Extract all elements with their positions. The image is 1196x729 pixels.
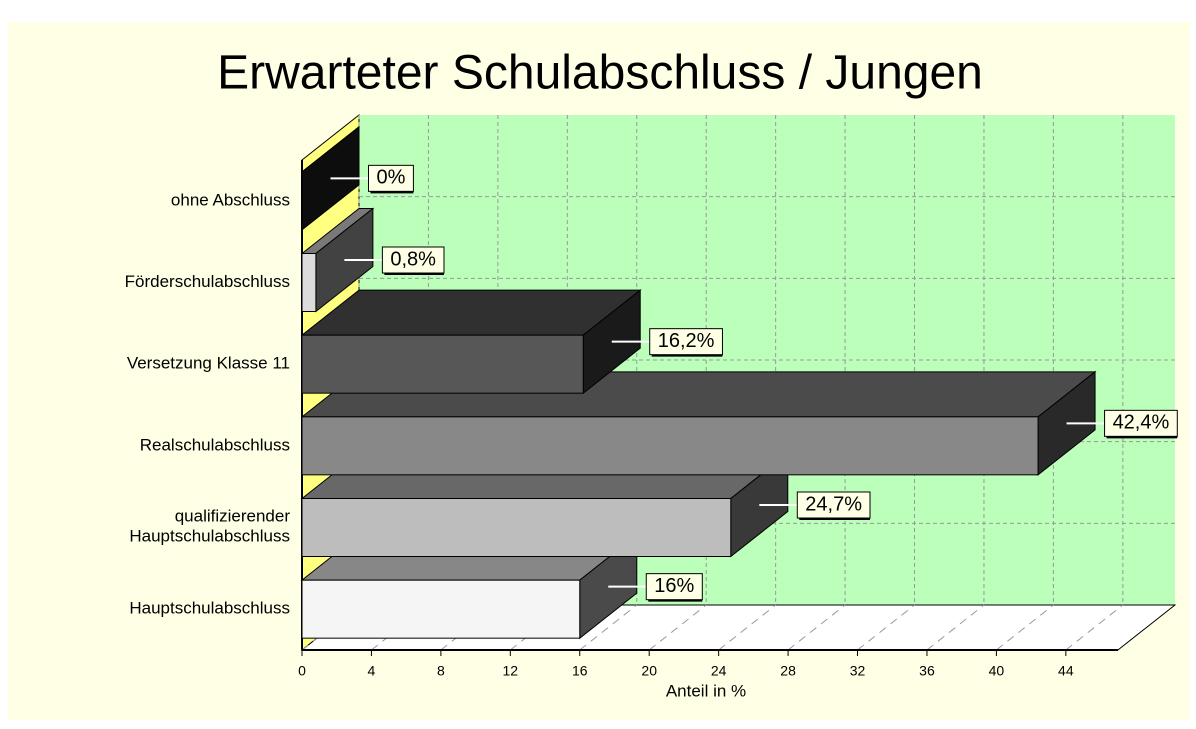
value-label: 24,7%: [805, 493, 862, 515]
x-tick-label: 36: [919, 663, 935, 679]
grid-line: [787, 604, 846, 651]
value-label: 16%: [654, 575, 694, 597]
y-tick-label: Hauptschulabschluss: [129, 599, 290, 618]
y-tick-label: Versetzung Klasse 11: [127, 354, 290, 373]
bar-top: [300, 289, 642, 336]
bar-front: [301, 253, 317, 312]
x-axis-label: Anteil in %: [666, 681, 746, 700]
value-label: 0%: [377, 167, 406, 189]
x-tick-label: 32: [850, 663, 866, 679]
x-tick-label: 40: [989, 663, 1005, 679]
grid-line: [648, 604, 707, 651]
grid-line: [579, 604, 638, 651]
y-tick-label: Realschulabschluss: [140, 435, 290, 454]
bar-front: [301, 498, 732, 557]
x-tick-label: 20: [641, 663, 657, 679]
value-label: 16,2%: [658, 330, 715, 352]
value-label-box: [796, 491, 871, 519]
value-label: 0,8%: [390, 248, 436, 270]
label-line: Hauptschulabschluss: [129, 527, 290, 546]
value-label-box: [645, 573, 703, 601]
grid-line: [857, 604, 915, 651]
x-tick-label: 16: [572, 663, 588, 679]
chart-title: Erwarteter Schulabschluss / Jungen: [217, 47, 983, 100]
label-line: qualifizierender: [175, 507, 291, 526]
grid-line: [926, 604, 985, 651]
y-tick-label: qualifizierender Hauptschulabschluss: [129, 507, 290, 546]
y-tick-label: Förderschulabschluss: [125, 272, 290, 291]
x-tick-label: 24: [711, 663, 727, 679]
bar-front: [301, 416, 1039, 476]
value-label-box: [1104, 409, 1178, 437]
bar-front: [301, 334, 584, 394]
x-tick-label: 12: [503, 663, 519, 679]
bar: [300, 370, 1097, 476]
value-label-box: [649, 328, 723, 356]
x-tick-label: 8: [437, 663, 445, 679]
x-tick-label: 4: [368, 663, 376, 679]
bar-front: [301, 579, 581, 639]
grid-line: [718, 604, 776, 651]
y-tick-label: ohne Abschluss: [171, 190, 290, 209]
value-label-box: [368, 164, 414, 192]
grid-line: [1065, 604, 1124, 651]
x-tick-label: 0: [298, 663, 306, 679]
grid-line: [996, 604, 1054, 651]
x-tick-label: 44: [1058, 663, 1074, 679]
x-tick-label: 28: [780, 663, 796, 679]
bar: [300, 289, 642, 395]
value-label: 42,4%: [1113, 412, 1170, 434]
